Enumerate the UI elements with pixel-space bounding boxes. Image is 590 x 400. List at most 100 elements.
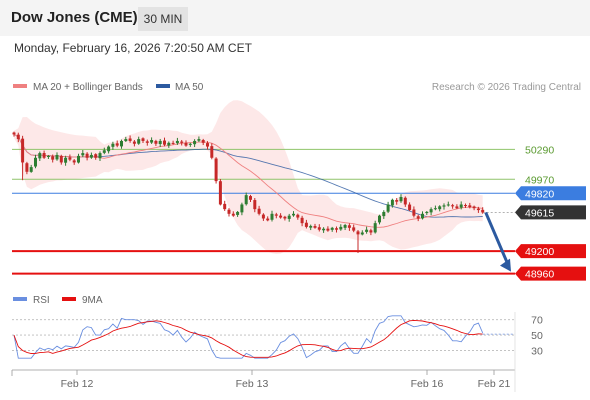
candle-body: [107, 146, 111, 152]
legend-rsi-swatch: [13, 297, 27, 301]
candle-body: [309, 225, 313, 228]
candle-body: [317, 227, 321, 230]
forecast-layer: [484, 211, 511, 272]
candle-body: [373, 223, 377, 233]
candle-body: [89, 154, 93, 158]
candle-body: [115, 143, 119, 146]
candle-body: [111, 143, 115, 147]
candle-body: [261, 214, 265, 219]
candle-body: [369, 230, 373, 233]
candle-body: [124, 139, 128, 142]
candle-body: [442, 205, 446, 207]
level-badge-49615: [515, 205, 586, 220]
candle-body: [137, 139, 141, 144]
instrument-title: Dow Jones (CME): [11, 9, 138, 26]
candle-body: [193, 140, 197, 145]
candle-body: [85, 153, 89, 158]
candle-body: [468, 205, 472, 208]
level-badge-49820: [515, 186, 586, 201]
candle-body: [227, 209, 231, 214]
candle-body: [360, 232, 364, 235]
candle-body: [167, 142, 171, 146]
candle-body: [433, 208, 437, 210]
candle-body: [390, 199, 394, 206]
candle-body: [347, 225, 351, 228]
timeframe-badge[interactable]: 30 MIN: [138, 7, 188, 31]
candle-body: [175, 140, 179, 144]
candle-body: [154, 140, 158, 144]
candle-body: [51, 156, 55, 160]
candle-body: [12, 132, 16, 135]
candle-body: [296, 214, 300, 218]
candle-body: [395, 200, 399, 202]
candle-body: [421, 213, 424, 219]
candle-body: [365, 229, 369, 232]
candle-body: [330, 227, 334, 230]
candle-body: [171, 142, 175, 144]
candle-body: [206, 143, 209, 147]
candle-body: [218, 181, 222, 205]
candle-body: [201, 140, 205, 143]
candle-body: [356, 231, 360, 235]
legend-ma20-label: MA 20 + Bollinger Bands: [33, 82, 143, 93]
candle-body: [472, 206, 476, 209]
x-tick-label-feb-16: Feb 16: [411, 378, 444, 390]
candle-body: [322, 228, 326, 231]
candle-body: [21, 138, 25, 163]
candle-body: [29, 167, 33, 172]
candle-body: [343, 225, 347, 228]
candle-body: [55, 154, 59, 160]
candle-body: [59, 155, 63, 163]
forecast-arrow-shaft: [484, 211, 510, 266]
x-tick-label-feb-21: Feb 21: [478, 378, 511, 390]
price-levels-layer: [12, 148, 515, 275]
level-label-49820: 49820: [525, 188, 554, 200]
candle-body: [184, 142, 188, 146]
candle-body: [335, 228, 338, 230]
candle-body: [274, 214, 278, 216]
candle-body: [197, 139, 201, 141]
candle-body: [132, 141, 136, 144]
candles-layer: [12, 131, 485, 254]
candle-body: [145, 141, 149, 143]
candle-body: [279, 215, 283, 218]
candle-body: [399, 197, 403, 202]
level-label-49970: 49970: [525, 174, 554, 186]
candle-body: [16, 134, 20, 140]
candle-body: [98, 153, 102, 159]
legend-rsi-label: RSI: [33, 295, 50, 306]
candle-body: [287, 215, 291, 219]
level-badge-49200: [515, 244, 586, 259]
candle-body: [244, 195, 248, 205]
candle-body: [249, 196, 252, 200]
candle-body: [150, 140, 154, 143]
candle-body: [81, 153, 85, 156]
candle-body: [300, 217, 304, 224]
timestamp-label: Monday, February 16, 2026 7:20:50 AM CET: [14, 41, 252, 55]
level-label-49615: 49615: [525, 207, 554, 219]
candle-body: [266, 218, 270, 221]
level-label-49200: 49200: [525, 246, 554, 258]
candle-body: [38, 153, 42, 159]
candle-body: [313, 226, 317, 228]
header-bar: Dow Jones (CME) 30 MIN: [0, 0, 590, 36]
candle-body: [292, 213, 295, 216]
candle-body: [304, 222, 308, 227]
rsi-ma-line: [13, 319, 483, 358]
candle-body: [416, 216, 420, 219]
candle-body: [236, 211, 240, 215]
candle-body: [378, 215, 381, 223]
candle-body: [446, 204, 450, 206]
legend-ma50-label: MA 50: [175, 82, 204, 93]
legend-rsi-ma-swatch: [62, 297, 76, 301]
candle-body: [180, 141, 184, 143]
candle-body: [451, 205, 455, 207]
level-labels-layer: 50290 49970 49820 49615 49200 48960: [515, 144, 586, 281]
credit-label: Research © 2026 Trading Central: [432, 82, 581, 93]
x-tick-label-feb-12: Feb 12: [61, 378, 94, 390]
legend-ma20-swatch: [13, 84, 27, 88]
level-badge-48960: [515, 266, 586, 281]
candle-body: [403, 197, 407, 205]
candle-body: [46, 155, 50, 158]
